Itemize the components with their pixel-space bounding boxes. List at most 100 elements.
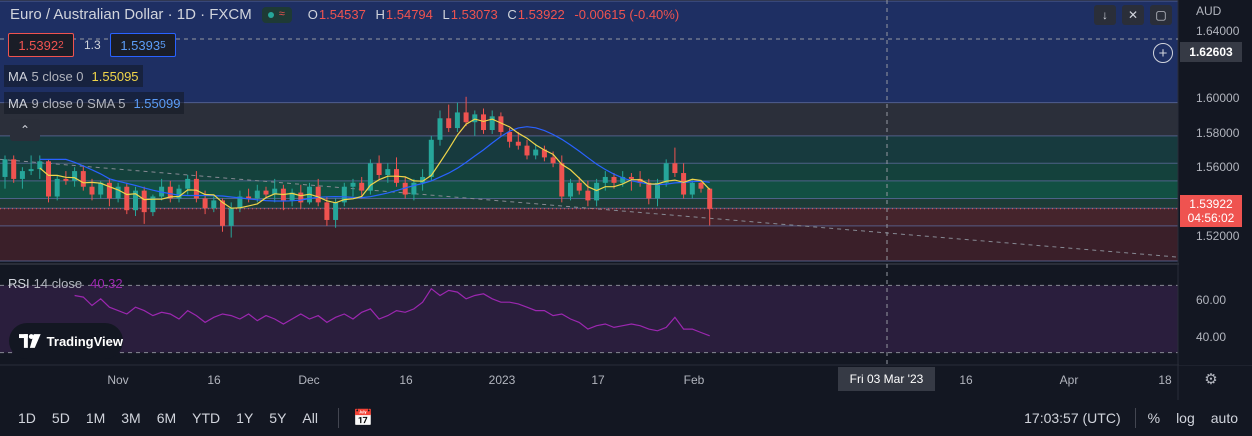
tradingview-logo[interactable]: TradingView: [9, 323, 123, 359]
time-tick: 18: [1158, 373, 1172, 387]
date-range-icon[interactable]: 📅: [352, 410, 373, 427]
auto-scale-button[interactable]: auto: [1210, 410, 1238, 426]
timeframe-button[interactable]: All: [302, 410, 318, 426]
rsi-tick: 40.00: [1196, 330, 1227, 344]
candle: [350, 182, 356, 187]
time-tick: 2023: [488, 373, 516, 387]
ma9-legend[interactable]: MA 9 close 0 SMA 5 1.55099: [4, 92, 185, 114]
candle: [115, 186, 121, 199]
toolbar-divider: [337, 408, 339, 428]
add-alert-plus-icon[interactable]: +: [1153, 43, 1173, 63]
candle: [663, 163, 669, 183]
candle: [106, 182, 112, 199]
candle: [454, 112, 460, 129]
candle: [237, 196, 243, 209]
price-zone: [0, 163, 1178, 181]
ohlc-values: O1.54537 H1.54794 L1.53073 C1.53922 -0.0…: [308, 7, 685, 22]
buy-price-pip: 5: [160, 39, 166, 51]
bar-countdown: 04:56:02: [1187, 211, 1235, 225]
ma9-label: MA: [8, 95, 28, 111]
candle: [80, 171, 86, 187]
change-value: -0.00615 (-0.40%): [574, 7, 680, 22]
price-zone: [0, 198, 1178, 209]
candle: [263, 190, 269, 195]
price-zone: [0, 0, 1178, 123]
buy-button[interactable]: 1.5393 5: [110, 33, 176, 57]
timeframe-button[interactable]: 1Y: [236, 410, 254, 426]
candle: [463, 112, 469, 123]
legend-collapse-button[interactable]: ⌃: [10, 119, 40, 141]
rsi-legend[interactable]: RSI 14 close 40.32: [4, 272, 127, 294]
candle: [402, 182, 408, 195]
candle: [637, 178, 643, 183]
last-price-value: 1.53922: [1189, 197, 1233, 211]
candle: [411, 182, 417, 195]
candle: [628, 176, 634, 179]
open-label: O: [307, 7, 318, 22]
chart-controls: ↓ ✕ ▢: [1094, 5, 1178, 25]
ma5-args: 5 close 0: [31, 68, 84, 84]
candle: [524, 145, 530, 156]
candle: [576, 182, 582, 191]
tradingview-logo-icon: [19, 334, 41, 348]
high-value: 1.54794: [385, 7, 433, 22]
candle: [559, 163, 565, 197]
candle: [620, 176, 626, 183]
candle: [376, 163, 382, 175]
candle: [507, 131, 513, 142]
candle: [611, 176, 617, 183]
ma5-legend[interactable]: MA 5 close 0 1.55095: [4, 65, 143, 87]
settings-gear-icon[interactable]: ⚙: [1204, 371, 1218, 388]
toolbar-divider: [1134, 408, 1136, 428]
timeframe-button[interactable]: 5D: [51, 410, 70, 426]
market-open-dot: [267, 11, 274, 18]
symbol-legend: Euro / Australian Dollar · 1D · FXCM ≈ O…: [10, 6, 685, 23]
rsi-band: [0, 285, 1178, 353]
candle: [28, 169, 34, 172]
timeframe-button[interactable]: 3M: [121, 410, 141, 426]
timeframe-button[interactable]: 1D: [18, 410, 36, 426]
open-value: 1.54537: [318, 7, 366, 22]
market-status-badge[interactable]: ≈: [261, 6, 292, 23]
candle: [698, 182, 704, 189]
chart-canvas[interactable]: [0, 0, 1252, 400]
buy-price: 1.5393: [120, 37, 161, 53]
timeframe-button[interactable]: YTD: [192, 410, 221, 426]
candle: [46, 161, 51, 197]
candle: [420, 176, 426, 183]
price-tick: 1.56000: [1196, 160, 1240, 174]
price-zone: [0, 102, 1178, 136]
candle: [11, 159, 17, 179]
candle: [185, 178, 191, 189]
candle: [681, 173, 687, 195]
currency-label[interactable]: AUD: [1196, 4, 1222, 18]
price-tick: 1.58000: [1196, 126, 1240, 140]
candle: [176, 188, 182, 199]
log-scale-button[interactable]: log: [1176, 410, 1195, 426]
candle: [272, 188, 278, 195]
timeframe-button[interactable]: 1M: [85, 410, 106, 426]
arrow-down-icon[interactable]: ↓: [1094, 5, 1116, 25]
rsi-label: RSI: [8, 275, 30, 291]
price-zone: [0, 208, 1178, 226]
candle: [481, 114, 486, 131]
candle: [707, 188, 713, 209]
rsi-tick: 60.00: [1196, 293, 1227, 307]
timeframe-button[interactable]: 5Y: [269, 410, 287, 426]
sell-button[interactable]: 1.5392 2: [8, 33, 74, 57]
time-tick: Apr: [1059, 373, 1079, 387]
close-value: 1.53922: [517, 7, 565, 22]
percent-scale-button[interactable]: %: [1147, 410, 1161, 426]
trend-line: [0, 158, 1179, 258]
utc-clock[interactable]: 17:03:57 (UTC): [1024, 410, 1121, 426]
candle: [298, 192, 304, 203]
candle: [568, 182, 573, 197]
maximize-icon[interactable]: ▢: [1150, 5, 1172, 25]
candle: [89, 186, 95, 195]
collapse-icon[interactable]: ✕: [1122, 5, 1144, 25]
price-tick: 1.64000: [1196, 24, 1240, 38]
sell-price: 1.5392: [18, 37, 59, 53]
candle: [202, 198, 208, 209]
symbol-title[interactable]: Euro / Australian Dollar · 1D · FXCM: [10, 6, 252, 23]
timeframe-button[interactable]: 6M: [156, 410, 177, 426]
